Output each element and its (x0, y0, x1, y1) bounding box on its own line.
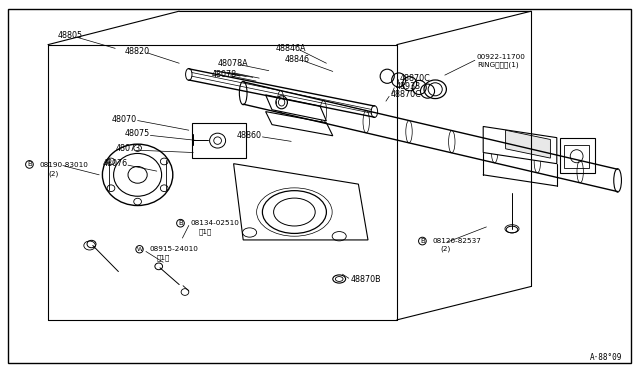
Text: 00922-11700: 00922-11700 (477, 54, 525, 60)
Text: 48070: 48070 (112, 115, 137, 124)
Text: 〈1〉: 〈1〉 (157, 254, 170, 261)
Text: B: B (178, 220, 183, 226)
Text: 48870B: 48870B (351, 275, 381, 284)
Text: B: B (420, 238, 425, 244)
Text: (2): (2) (440, 246, 451, 253)
Text: 48078A: 48078A (218, 59, 248, 68)
Text: 48870C: 48870C (390, 90, 421, 99)
Text: 48820: 48820 (125, 47, 150, 56)
Text: 〈1〉: 〈1〉 (198, 228, 212, 235)
Text: 08190-83010: 08190-83010 (40, 162, 88, 168)
Text: A·88°09: A·88°09 (589, 353, 622, 362)
Polygon shape (266, 112, 333, 136)
Text: 48073: 48073 (115, 144, 140, 153)
Text: 48846: 48846 (285, 55, 310, 64)
Text: (2): (2) (48, 170, 58, 177)
Text: 48860: 48860 (237, 131, 262, 140)
Text: 48846A: 48846A (275, 44, 306, 53)
Text: 48078: 48078 (211, 70, 236, 79)
Text: 48075: 48075 (125, 129, 150, 138)
Text: 48076: 48076 (102, 159, 127, 168)
Text: 48933: 48933 (396, 82, 420, 91)
Text: B: B (27, 161, 32, 167)
Text: 08915-24010: 08915-24010 (149, 246, 198, 252)
Bar (192, 123, 246, 158)
Bar (564, 145, 589, 168)
Text: 48870C: 48870C (400, 74, 431, 83)
Polygon shape (483, 126, 557, 164)
Text: 08134-02510: 08134-02510 (191, 220, 239, 226)
Text: 08126-82537: 08126-82537 (433, 238, 481, 244)
Polygon shape (506, 130, 550, 158)
Bar (560, 138, 595, 173)
Polygon shape (266, 95, 326, 121)
Text: 48805: 48805 (58, 31, 83, 40)
Polygon shape (234, 164, 368, 240)
Text: RINGリング(1): RINGリング(1) (477, 61, 518, 68)
Text: W: W (136, 247, 143, 252)
